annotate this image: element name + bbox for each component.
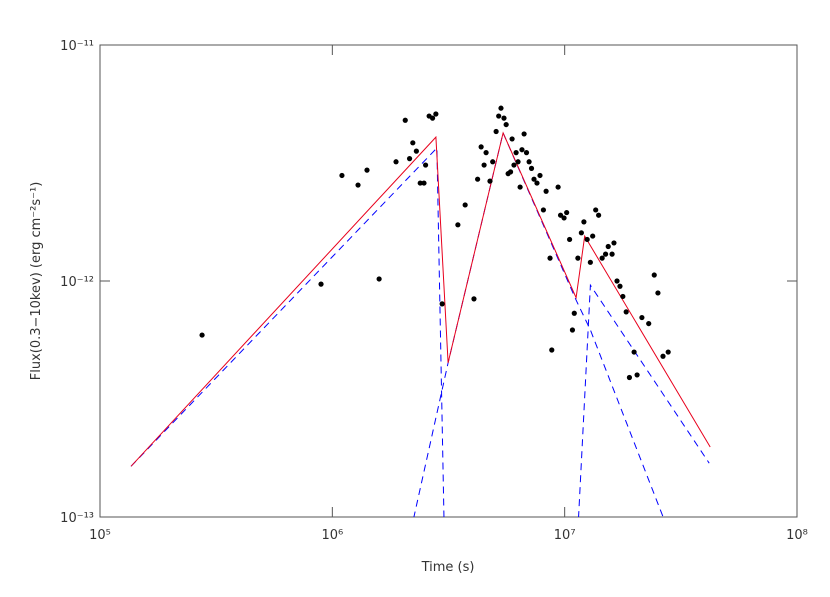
y-tick-label: 10⁻¹³ [60, 511, 94, 526]
data-point [581, 219, 587, 225]
data-point [355, 182, 361, 188]
data-point [422, 162, 429, 168]
data-point [564, 209, 570, 216]
data-point [521, 131, 527, 137]
data-point [651, 272, 657, 278]
data-point [503, 121, 509, 128]
data-point [528, 165, 535, 171]
data-point [417, 180, 423, 186]
data-point [599, 255, 605, 261]
data-point [475, 176, 481, 182]
data-point [318, 281, 324, 287]
data-point [614, 278, 620, 284]
model-total [130, 131, 711, 467]
data-point [639, 314, 645, 321]
data-point [515, 159, 521, 165]
data-point [569, 327, 576, 333]
data-point [376, 276, 382, 282]
data-point [483, 149, 489, 156]
data-point [547, 255, 553, 261]
data-point [519, 147, 525, 153]
data-point [631, 349, 637, 355]
data-point [557, 212, 564, 218]
data-point [433, 111, 439, 117]
data-point [487, 178, 493, 184]
data-point [587, 259, 593, 265]
data-point [584, 236, 590, 243]
data-point [393, 159, 399, 165]
data-point [507, 169, 514, 175]
data-point [655, 290, 661, 296]
data-point [498, 105, 504, 111]
data-point [561, 215, 567, 221]
data-point [534, 180, 540, 186]
data-point [199, 332, 205, 338]
y-axis-title: Flux(0.3−10kev) (erg cm⁻²s⁻¹) [29, 182, 44, 381]
data-point [537, 172, 543, 179]
data-point [481, 162, 487, 168]
data-point [364, 167, 370, 173]
data-point [620, 293, 626, 300]
model-lines [130, 131, 711, 517]
data-point [513, 149, 519, 156]
x-axis-title: Time (s) [421, 560, 475, 575]
data-point [593, 207, 599, 213]
x-tick-label: 10⁵ [89, 528, 111, 543]
model-component [130, 146, 445, 517]
data-point [602, 251, 609, 257]
data-point [626, 374, 633, 381]
data-point [490, 159, 496, 165]
data-point [609, 251, 615, 257]
data-point [634, 372, 640, 378]
data-point [575, 255, 581, 261]
data-point [406, 156, 413, 162]
data-point [531, 176, 537, 182]
data-point [339, 172, 345, 179]
data-point [543, 188, 549, 194]
y-tick-label: 10⁻¹² [60, 275, 94, 290]
data-point [526, 159, 532, 165]
data-point [410, 140, 416, 146]
plot-frame [99, 44, 798, 518]
model-component [578, 283, 710, 517]
data-point [413, 148, 419, 154]
data-point [471, 296, 477, 302]
x-tick-label: 10⁸ [786, 528, 808, 543]
data-point [517, 184, 523, 190]
data-point [571, 310, 577, 316]
data-point [496, 113, 502, 119]
data-point [660, 353, 666, 359]
data-point [590, 233, 596, 239]
data-point [623, 309, 629, 315]
data-point [439, 301, 445, 307]
x-tick-label: 10⁷ [554, 528, 576, 543]
data-point [555, 184, 561, 190]
data-point [549, 347, 555, 353]
data-point [501, 115, 507, 121]
data-point [646, 320, 652, 327]
data-point [402, 117, 408, 123]
data-point [605, 243, 611, 250]
data-point [462, 202, 468, 208]
data-point [596, 212, 602, 218]
data-point [511, 162, 517, 168]
y-tick-label: 10⁻¹¹ [60, 39, 94, 54]
data-point [566, 236, 573, 243]
data-point [455, 222, 461, 228]
x-tick-label: 10⁶ [321, 528, 343, 543]
data-point [611, 240, 617, 246]
data-point [478, 144, 484, 150]
data-point [617, 283, 623, 289]
data-point [523, 149, 530, 156]
data-point [429, 115, 436, 121]
model-component [413, 131, 664, 517]
data-point [421, 180, 427, 186]
data-point [578, 230, 584, 236]
data-point [509, 136, 515, 142]
data-point [540, 207, 547, 213]
data-point [493, 128, 499, 135]
data-point [665, 349, 671, 355]
